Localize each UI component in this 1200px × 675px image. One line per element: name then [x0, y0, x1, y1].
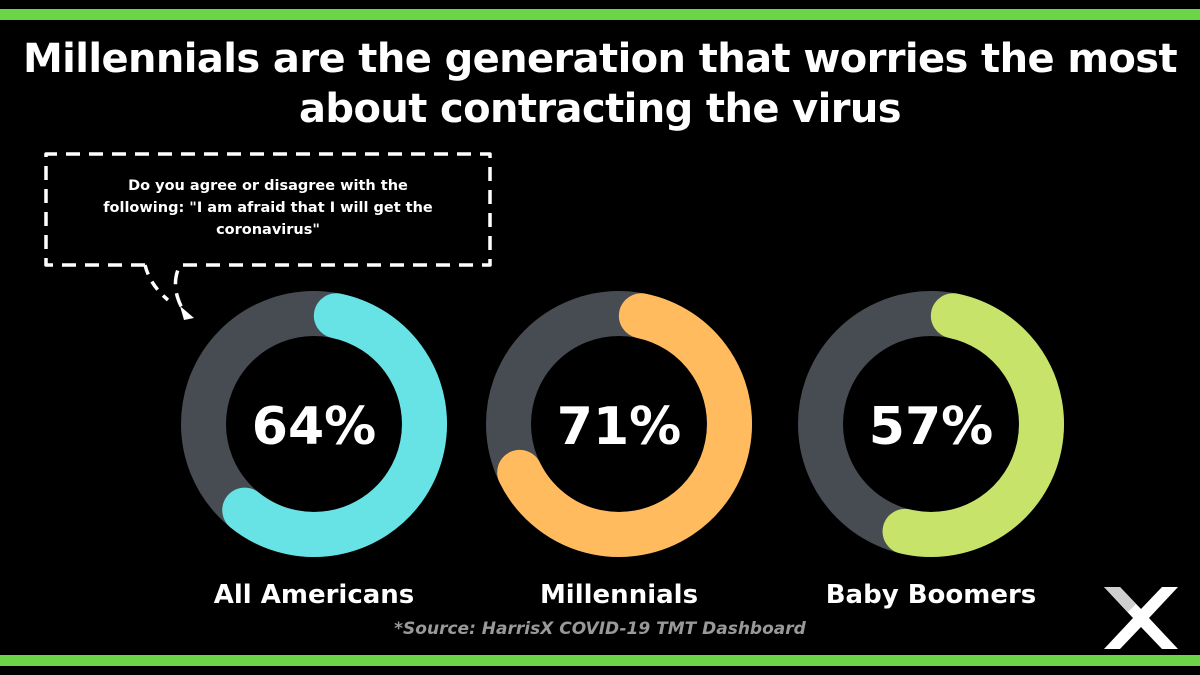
harrisx-x-logo-icon	[1104, 587, 1178, 649]
category-label-baby-boomers: Baby Boomers	[826, 580, 1037, 610]
donut-all-americans: 64% All Americans	[181, 291, 447, 610]
speech-bubble-arrowhead	[180, 306, 194, 320]
speech-bubble-tail	[143, 264, 170, 302]
top-accent-stripe	[0, 9, 1200, 20]
category-label-all-americans: All Americans	[214, 580, 415, 610]
donut-value-label-all-americans: 64%	[252, 397, 376, 457]
survey-question: Do you agree or disagree with the follow…	[103, 178, 433, 238]
donut-value-label-baby-boomers: 57%	[869, 397, 993, 457]
donut-value-arc-baby-boomers	[798, 291, 1064, 558]
chart-title: Millennials are the generation that worr…	[22, 36, 1178, 132]
speech-bubble-outline	[44, 152, 492, 309]
bottom-accent-stripe	[0, 655, 1200, 666]
donut-baby-boomers: 57% Baby Boomers	[798, 291, 1064, 610]
donut-millennials: 71% Millennials	[486, 291, 752, 610]
category-label-millennials: Millennials	[540, 580, 698, 610]
source-note: *Source: HarrisX COVID-19 TMT Dashboard	[394, 619, 806, 639]
donut-value-label-millennials: 71%	[557, 397, 681, 457]
donut-value-arc-millennials	[486, 291, 752, 557]
donut-value-arc-all-americans	[181, 291, 447, 557]
